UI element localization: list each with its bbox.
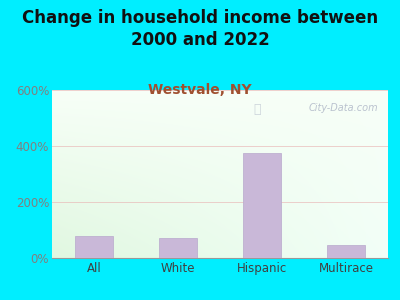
Bar [243, 153, 281, 258]
Bar [327, 245, 365, 258]
Bar [159, 238, 197, 258]
Text: City-Data.com: City-Data.com [308, 103, 378, 113]
Text: ⓘ: ⓘ [254, 103, 261, 116]
Text: Westvale, NY: Westvale, NY [148, 82, 252, 97]
Bar [75, 236, 113, 258]
Text: Change in household income between
2000 and 2022: Change in household income between 2000 … [22, 9, 378, 49]
